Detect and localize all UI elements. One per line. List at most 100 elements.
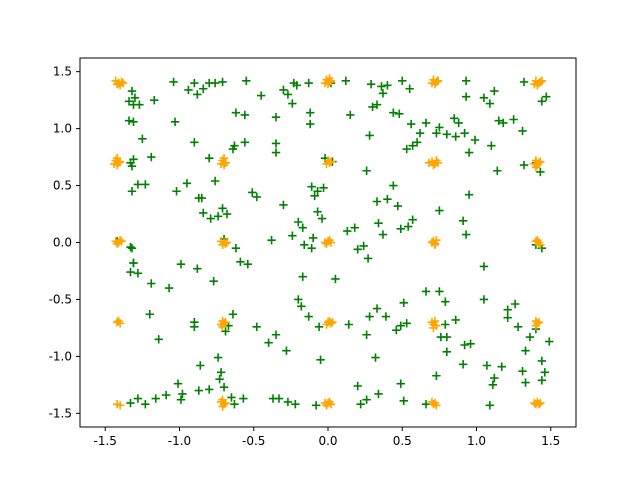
data-point [213, 212, 223, 221]
data-point [399, 298, 408, 308]
data-point [190, 318, 199, 327]
data-point [271, 113, 281, 122]
data-point [271, 148, 281, 157]
data-point [442, 347, 452, 357]
data-point [461, 230, 471, 239]
data-point [304, 312, 313, 321]
data-point [451, 132, 460, 141]
data-point [503, 305, 512, 314]
data-point [135, 100, 144, 109]
x-tick-label: 1.5 [541, 434, 560, 448]
data-point [346, 110, 355, 120]
data-point [219, 382, 229, 392]
data-point [429, 323, 438, 333]
data-point [432, 156, 441, 165]
data-point [294, 217, 303, 227]
data-point [154, 335, 163, 344]
data-point [368, 102, 377, 112]
data-point [374, 389, 383, 399]
data-point [112, 79, 122, 89]
data-point [291, 400, 300, 409]
y-tick-label: 1.5 [53, 65, 72, 79]
data-point [442, 332, 452, 342]
data-point [320, 238, 330, 247]
data-point [525, 332, 535, 342]
data-point [328, 318, 337, 327]
data-point [454, 118, 463, 128]
data-point [252, 192, 261, 202]
data-point [403, 222, 413, 231]
data-point [464, 190, 474, 199]
data-point [297, 302, 306, 311]
data-point [519, 160, 529, 170]
data-point [341, 76, 351, 85]
data-point [133, 269, 143, 278]
data-point [178, 389, 187, 399]
data-point [442, 130, 452, 139]
data-point [213, 353, 223, 362]
data-point [396, 224, 405, 234]
data-point [441, 297, 450, 306]
data-point [133, 180, 143, 189]
data-point [421, 118, 431, 128]
data-point [362, 395, 371, 404]
data-point [365, 312, 374, 321]
data-point [536, 240, 545, 249]
y-tick-label: -1.5 [49, 406, 72, 420]
data-point [408, 215, 417, 224]
data-point [363, 254, 373, 263]
data-point [145, 310, 154, 319]
data-point [490, 86, 499, 96]
data-point [239, 394, 248, 403]
data-point [365, 131, 374, 140]
data-point [350, 223, 359, 232]
series-0 [112, 76, 554, 410]
data-point [124, 97, 134, 106]
data-point [372, 304, 382, 313]
data-point [432, 128, 441, 138]
data-point [298, 272, 307, 281]
data-point [395, 109, 404, 119]
x-axis: -1.5 -1.0 -0.5 0.0 0.5 1.0 1.5 [94, 427, 560, 448]
data-point [129, 155, 138, 164]
data-point [325, 236, 334, 245]
data-point [518, 126, 527, 136]
data-point [362, 330, 371, 339]
data-point [127, 243, 137, 253]
data-point [271, 139, 281, 148]
data-point [466, 339, 475, 349]
data-point [138, 134, 147, 144]
data-point [497, 362, 506, 371]
data-point [371, 353, 380, 362]
data-point [519, 77, 529, 87]
data-point [415, 128, 425, 138]
data-point [141, 180, 150, 189]
data-point [115, 401, 125, 410]
data-point [353, 381, 362, 391]
data-point [399, 396, 408, 406]
data-point [383, 195, 392, 204]
data-point [509, 115, 518, 124]
data-point [127, 187, 137, 196]
data-point [231, 108, 241, 117]
data-point [147, 152, 156, 162]
data-point [124, 116, 134, 125]
data-point [435, 206, 444, 215]
data-point [129, 258, 138, 268]
data-point [311, 401, 321, 410]
data-point [441, 320, 450, 329]
data-point [359, 241, 368, 251]
data-point [117, 237, 126, 246]
y-tick-label: 0.5 [53, 179, 72, 193]
data-point [230, 141, 239, 150]
data-point [193, 264, 202, 273]
data-point [381, 312, 391, 321]
data-point [405, 84, 414, 93]
data-point [430, 79, 440, 89]
data-point [215, 374, 224, 384]
data-point [126, 267, 135, 277]
data-point [490, 373, 499, 383]
data-point [222, 209, 232, 219]
data-point [537, 376, 547, 385]
data-point [521, 346, 530, 355]
